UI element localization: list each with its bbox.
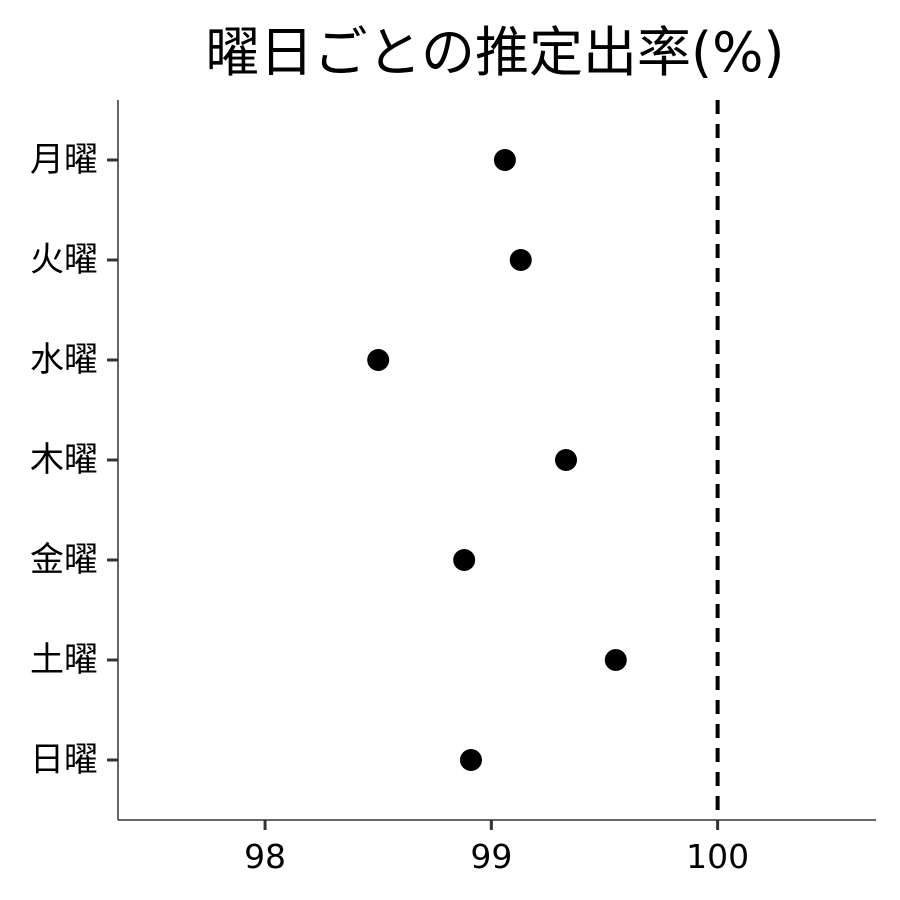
y-tick-label: 金曜 xyxy=(30,540,98,580)
data-point xyxy=(555,449,578,471)
axes xyxy=(117,100,876,821)
x-tick-label: 100 xyxy=(686,837,749,876)
data-point xyxy=(493,149,516,171)
y-tick-label: 木曜 xyxy=(30,440,98,480)
data-point xyxy=(509,249,532,271)
data-point xyxy=(367,349,390,371)
y-tick-label: 土曜 xyxy=(30,640,98,680)
data-points xyxy=(367,149,627,771)
x-tick-label: 99 xyxy=(470,837,512,876)
data-point xyxy=(459,749,482,771)
data-point xyxy=(453,549,476,571)
y-tick-label: 月曜 xyxy=(30,140,98,180)
y-tick-label: 日曜 xyxy=(30,740,98,780)
y-tick-label: 火曜 xyxy=(30,240,98,280)
y-tick-label: 水曜 xyxy=(30,340,98,380)
data-point xyxy=(604,649,627,671)
x-ticks: 98 99 100 xyxy=(244,820,749,876)
x-tick-label: 98 xyxy=(244,837,286,876)
chart-title: 曜日ごとの推定出率(%) xyxy=(205,21,785,84)
